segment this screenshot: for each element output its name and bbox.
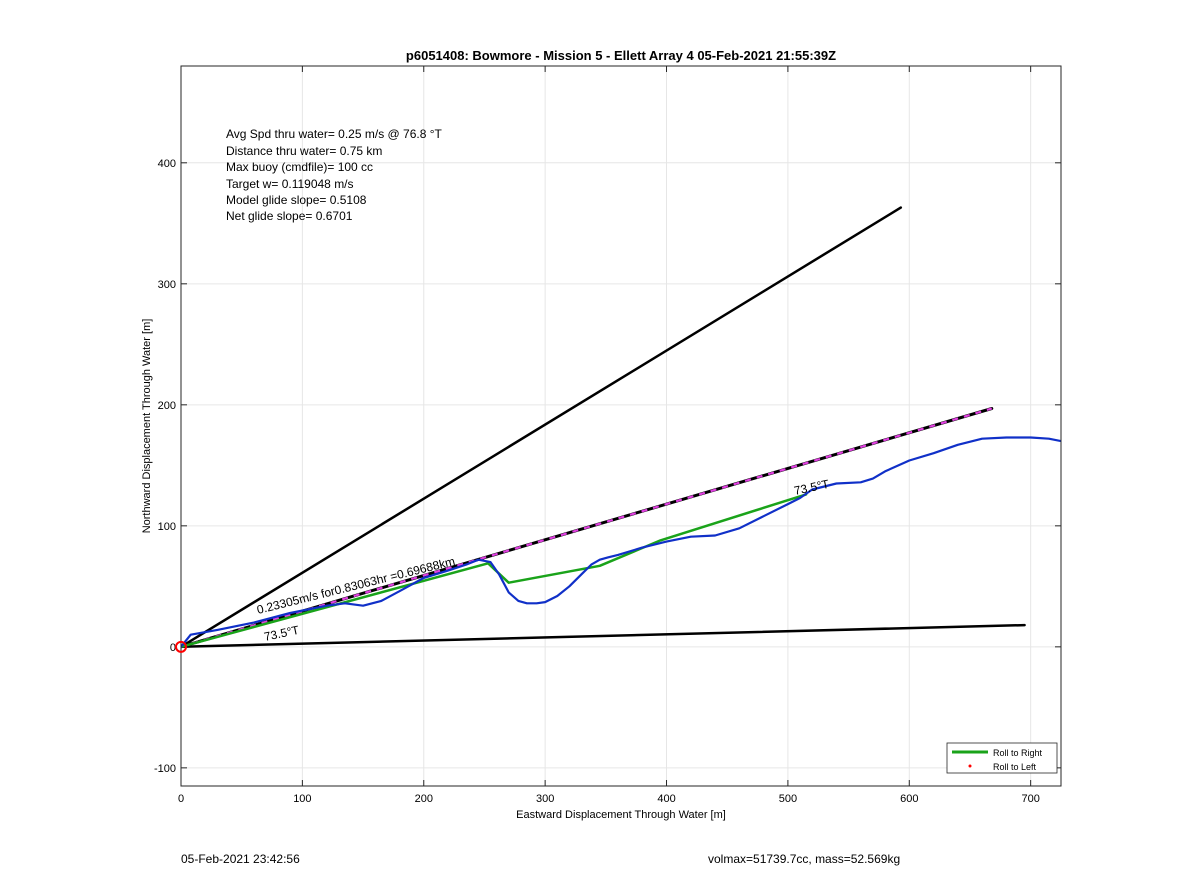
footer-timestamp: 05-Feb-2021 23:42:56 (181, 852, 300, 866)
x-tick-label: 600 (900, 793, 918, 805)
axis-ticks: 0 100 200 300 400 500 600 700 -100 0 100 200 300 400 (154, 66, 1061, 805)
info-line-model-glide: Model glide slope= 0.5108 (226, 193, 367, 207)
y-tick-label: 0 (170, 642, 176, 654)
x-tick-label: 200 (415, 793, 433, 805)
info-line-net-glide: Net glide slope= 0.6701 (226, 209, 353, 223)
x-axis-label: Eastward Displacement Through Water [m] (516, 809, 726, 821)
legend: Roll to Right Roll to Left (946, 742, 1058, 774)
info-text-block: Avg Spd thru water= 0.25 m/s @ 76.8 °T D… (226, 127, 443, 223)
x-tick-label: 500 (779, 793, 797, 805)
legend-swatch-roll-left (968, 764, 972, 768)
info-line-target-w: Target w= 0.119048 m/s (226, 177, 354, 191)
info-line-avg-speed: Avg Spd thru water= 0.25 m/s @ 76.8 °T (226, 127, 443, 141)
start-marker (175, 640, 187, 653)
grid-lines (180, 66, 1061, 786)
y-tick-label: 300 (158, 279, 176, 291)
x-tick-label: 0 (178, 793, 184, 805)
y-tick-label: 100 (158, 521, 176, 533)
chart-title: p6051408: Bowmore - Mission 5 - Ellett A… (406, 48, 836, 63)
y-tick-label: -100 (154, 763, 176, 775)
plot-frame (180, 65, 1062, 787)
info-line-max-buoy: Max buoy (cmdfile)= 100 cc (226, 160, 373, 174)
x-tick-label: 100 (293, 793, 311, 805)
info-line-distance: Distance thru water= 0.75 km (226, 144, 382, 158)
series-layer (181, 206, 1061, 649)
y-tick-label: 200 (158, 400, 176, 412)
legend-box (946, 742, 1058, 774)
series-boundary-upper (181, 206, 903, 649)
series-boundary-lower (181, 623, 1026, 649)
x-tick-label: 700 (1021, 793, 1039, 805)
y-tick-label: 400 (158, 158, 176, 170)
legend-label-roll-right: Roll to Right (993, 748, 1043, 758)
series-roll-right (181, 493, 808, 649)
x-tick-label: 300 (536, 793, 554, 805)
series-mean-track-dash (181, 407, 993, 648)
legend-label-roll-left: Roll to Left (993, 762, 1037, 772)
footer-vol-mass: volmax=51739.7cc, mass=52.569kg (708, 852, 901, 866)
plot-area (181, 66, 1061, 786)
y-axis-label: Northward Displacement Through Water [m] (141, 319, 153, 534)
x-tick-label: 400 (657, 793, 675, 805)
series-glider-track (181, 436, 1061, 648)
